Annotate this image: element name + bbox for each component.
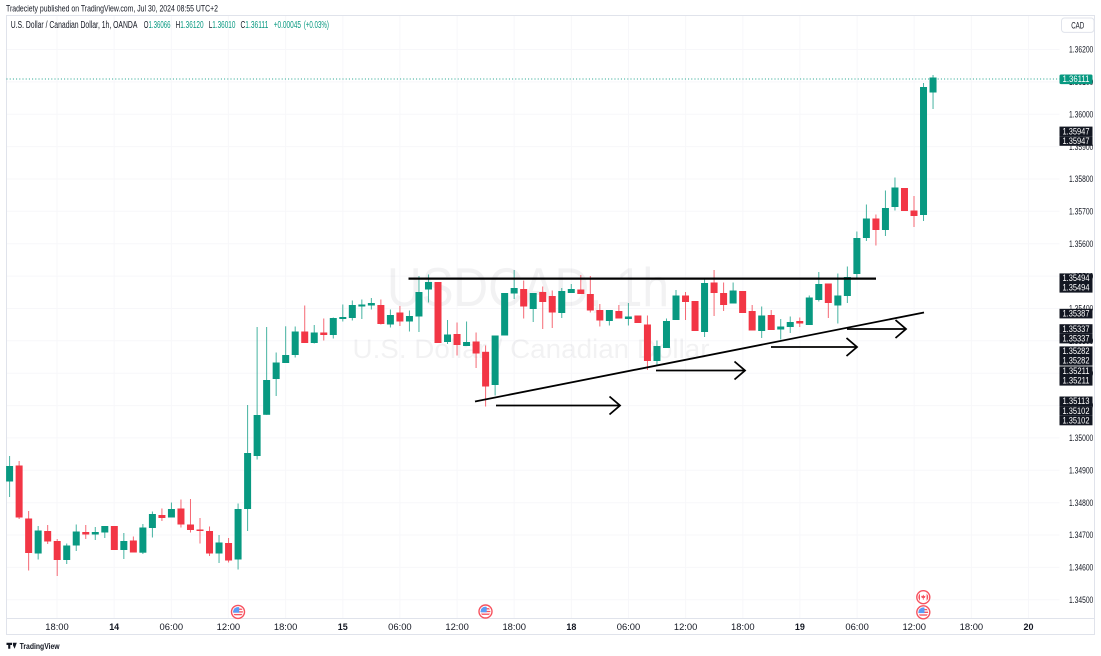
svg-text:06:00: 06:00: [845, 622, 869, 633]
svg-text:18:00: 18:00: [731, 622, 755, 633]
svg-text:1.36111: 1.36111: [1063, 74, 1090, 84]
svg-text:12:00: 12:00: [674, 622, 698, 633]
svg-text:TradingView: TradingView: [20, 642, 61, 651]
svg-text:20: 20: [1024, 622, 1034, 633]
svg-text:O1.36066: O1.36066: [144, 20, 171, 31]
svg-text:1.36000: 1.36000: [1069, 109, 1093, 119]
svg-text:H1.36120: H1.36120: [176, 20, 204, 31]
svg-text:1.35282: 1.35282: [1063, 346, 1090, 356]
svg-text:1.35947: 1.35947: [1063, 126, 1090, 136]
svg-text:18:00: 18:00: [45, 622, 69, 633]
svg-text:1.35387: 1.35387: [1063, 309, 1090, 319]
svg-text:1.35400: 1.35400: [1069, 304, 1093, 314]
svg-text:1.35211: 1.35211: [1063, 376, 1090, 386]
svg-text:L1.36010: L1.36010: [209, 20, 236, 31]
svg-text:18:00: 18:00: [502, 622, 526, 633]
svg-text:06:00: 06:00: [388, 622, 412, 633]
svg-text:12:00: 12:00: [217, 622, 241, 633]
svg-text:18: 18: [566, 622, 576, 633]
svg-text:1.35800: 1.35800: [1069, 174, 1093, 184]
svg-text:CAD: CAD: [1071, 20, 1084, 30]
svg-text:1.35337: 1.35337: [1063, 324, 1090, 334]
svg-text:15: 15: [338, 622, 349, 633]
svg-text:USDCAD, 1h: USDCAD, 1h: [387, 256, 669, 318]
svg-text:1.34500: 1.34500: [1069, 595, 1093, 605]
svg-text:C1.36111: C1.36111: [241, 20, 269, 31]
svg-text:06:00: 06:00: [617, 622, 641, 633]
svg-text:1.34800: 1.34800: [1069, 498, 1093, 508]
svg-text:1.35600: 1.35600: [1069, 239, 1093, 249]
svg-text:1.35282: 1.35282: [1063, 356, 1090, 366]
svg-text:1.35000: 1.35000: [1069, 433, 1093, 443]
svg-text:1.36200: 1.36200: [1069, 45, 1093, 55]
svg-text:1.34700: 1.34700: [1069, 530, 1093, 540]
svg-text:U.S. Dollar / Canadian Dollar,: U.S. Dollar / Canadian Dollar, 1h, OANDA: [11, 20, 138, 31]
svg-text:14: 14: [109, 622, 120, 633]
svg-text:1.35113: 1.35113: [1063, 396, 1090, 406]
svg-text:06:00: 06:00: [160, 622, 184, 633]
svg-text:Tradeciety published on Tradin: Tradeciety published on TradingView.com,…: [6, 4, 218, 14]
svg-text:12:00: 12:00: [445, 622, 469, 633]
svg-text:(+0.03%): (+0.03%): [304, 20, 329, 31]
svg-text:1.35102: 1.35102: [1063, 406, 1090, 416]
svg-text:18:00: 18:00: [960, 622, 984, 633]
svg-text:1.35947: 1.35947: [1063, 136, 1090, 146]
svg-text:19: 19: [795, 622, 805, 633]
svg-text:1.35494: 1.35494: [1063, 283, 1090, 293]
svg-text:1.35211: 1.35211: [1063, 366, 1090, 376]
svg-text:1.34900: 1.34900: [1069, 466, 1093, 476]
svg-text:1.35700: 1.35700: [1069, 207, 1093, 217]
svg-text:1.35494: 1.35494: [1063, 273, 1090, 283]
svg-text:1.35102: 1.35102: [1063, 415, 1090, 425]
svg-text:1.35337: 1.35337: [1063, 334, 1090, 344]
svg-text:1.35900: 1.35900: [1069, 142, 1093, 152]
svg-text:+0.00045: +0.00045: [274, 20, 302, 31]
svg-text:1.34600: 1.34600: [1069, 563, 1093, 573]
svg-text:12:00: 12:00: [902, 622, 926, 633]
svg-text:18:00: 18:00: [274, 622, 298, 633]
